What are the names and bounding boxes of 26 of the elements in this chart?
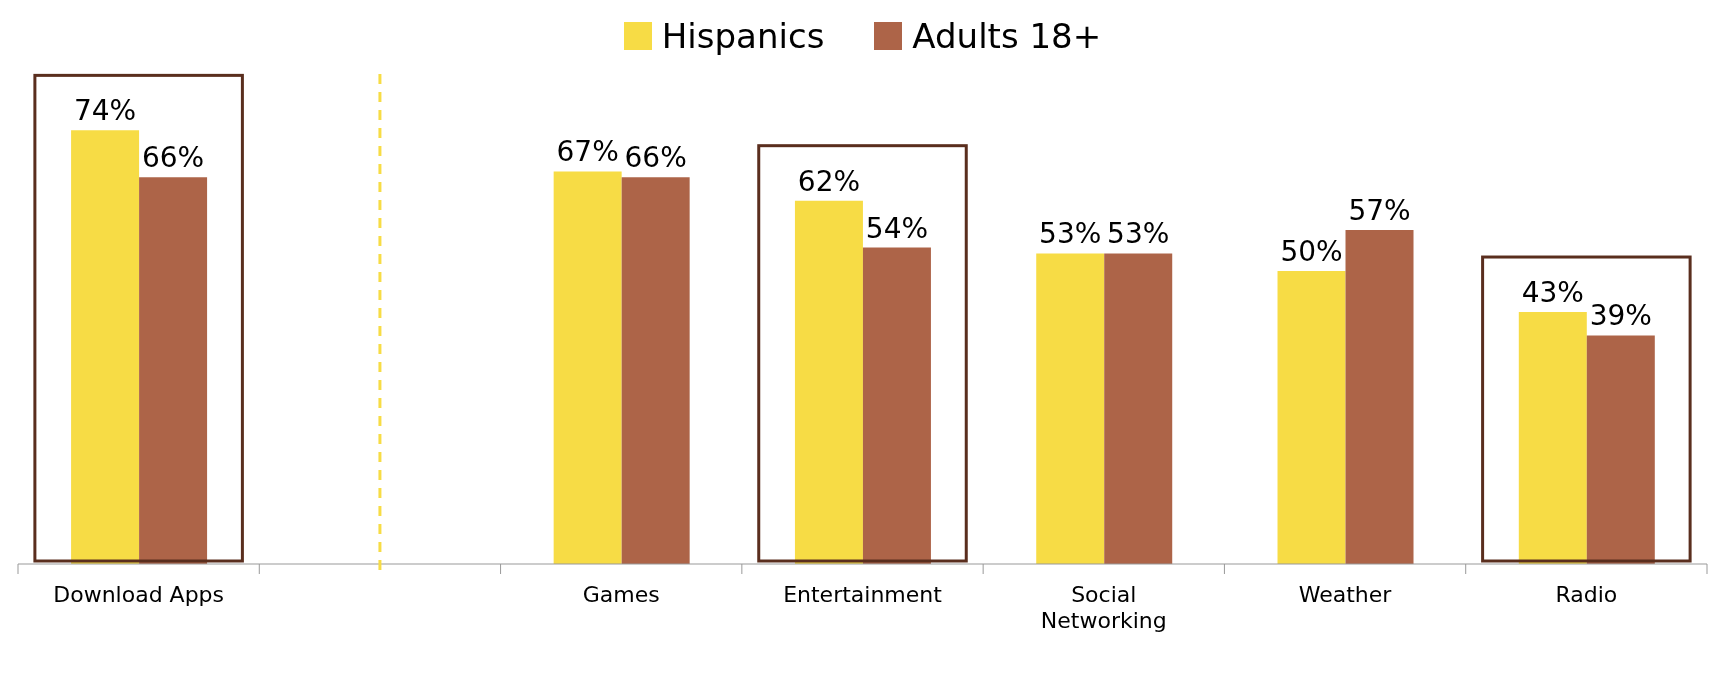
data-label: 74%	[73, 94, 137, 128]
data-label: 53%	[1107, 217, 1170, 251]
data-label: 62%	[797, 164, 861, 198]
data-label: 54%	[865, 211, 929, 245]
x-tick-label: Games	[582, 582, 660, 607]
data-label: 57%	[1348, 193, 1411, 227]
x-tick-label: Download Apps	[53, 582, 225, 607]
x-tick-label: Radio	[1555, 582, 1618, 607]
data-label: 67%	[556, 135, 619, 169]
legend-label: Adults 18+	[912, 16, 1102, 56]
bar	[1036, 253, 1105, 564]
data-label: 53%	[1039, 217, 1102, 251]
bar	[1104, 253, 1173, 564]
x-tick-label: Weather	[1298, 582, 1393, 607]
legend-label: Hispanics	[661, 16, 825, 56]
bar	[621, 177, 690, 564]
data-label: 50%	[1280, 235, 1343, 269]
bar	[1277, 271, 1346, 564]
bar	[553, 171, 622, 564]
data-label: 66%	[141, 141, 205, 175]
data-label: 66%	[624, 141, 687, 175]
data-label: 43%	[1521, 276, 1584, 310]
x-tick-label: Social Networking	[1040, 582, 1167, 633]
x-tick-label: Entertainment	[783, 582, 943, 607]
data-label: 39%	[1589, 299, 1652, 333]
bar	[1345, 229, 1414, 564]
